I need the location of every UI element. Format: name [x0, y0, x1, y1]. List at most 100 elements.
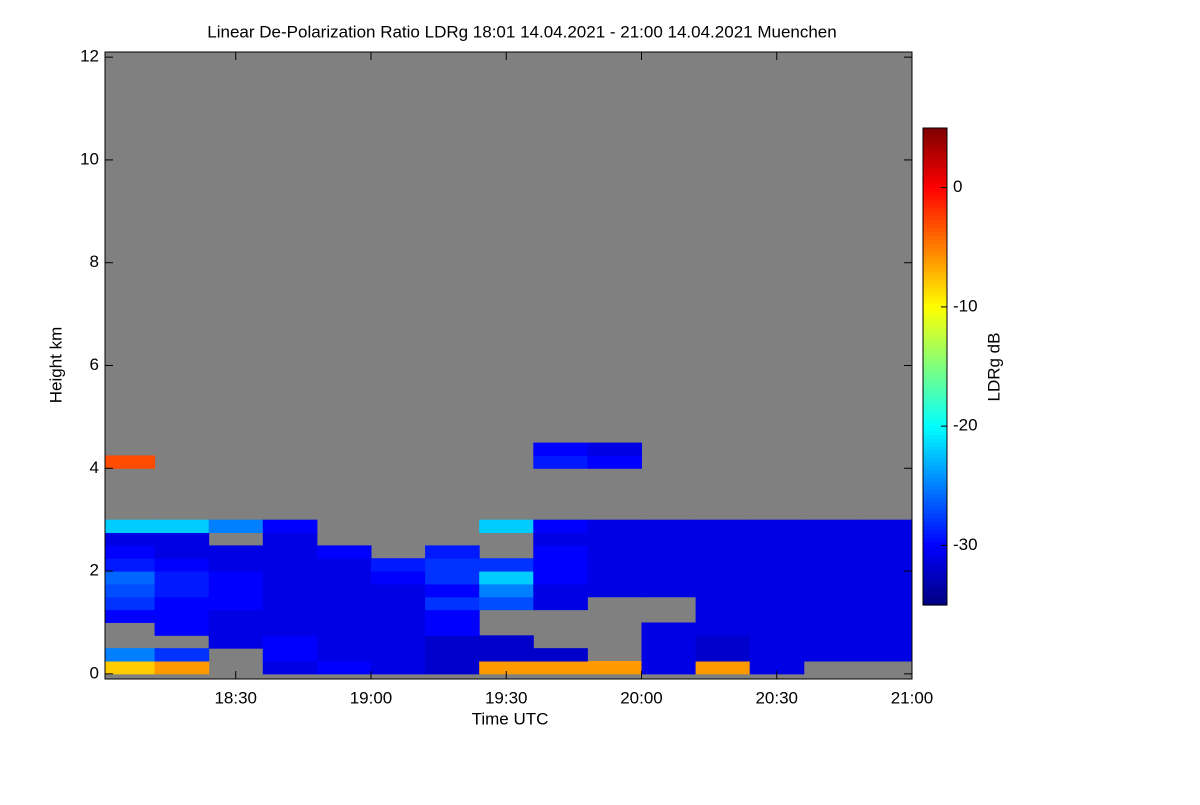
colorbar-step	[923, 287, 947, 292]
colorbar-step	[923, 394, 947, 399]
heatmap-cell	[641, 648, 697, 662]
colorbar-step	[923, 338, 947, 344]
heatmap-cell	[105, 455, 156, 469]
y-tick-label: 6	[90, 355, 99, 374]
colorbar-step	[923, 386, 947, 391]
heatmap-cell	[154, 545, 210, 559]
colorbar-step	[923, 279, 947, 284]
colorbar-step	[923, 601, 947, 606]
heatmap-cell	[857, 558, 912, 572]
heatmap-cell	[857, 532, 912, 546]
colorbar-step	[923, 179, 947, 185]
heatmap-cell	[370, 648, 426, 662]
heatmap-cell	[803, 558, 859, 572]
heatmap-cell	[262, 558, 318, 572]
heatmap-cell	[370, 583, 426, 598]
x-tick-label: 20:30	[755, 688, 798, 707]
heatmap-cell	[154, 648, 210, 662]
colorbar-step	[923, 541, 947, 546]
heatmap-cell	[262, 622, 318, 636]
colorbar-step	[923, 569, 947, 574]
heatmap-cell	[316, 622, 372, 636]
colorbar-step	[923, 302, 947, 308]
heatmap-cell	[533, 661, 588, 675]
colorbar-step	[923, 497, 947, 503]
colorbar-step	[923, 231, 947, 236]
colorbar-step	[923, 577, 947, 582]
x-axis-label: Time UTC	[472, 709, 549, 728]
heatmap-cell	[695, 545, 751, 559]
heatmap-cell	[695, 532, 751, 546]
colorbar-step	[923, 481, 947, 487]
heatmap-cell	[105, 661, 156, 675]
y-tick-label: 4	[90, 458, 99, 477]
heatmap-cell	[749, 519, 805, 534]
heatmap-cell	[695, 661, 751, 675]
colorbar-step	[923, 358, 947, 364]
heatmap-cell	[695, 571, 751, 585]
heatmap-cell	[749, 558, 805, 572]
colorbar-step	[923, 513, 947, 519]
heatmap-cell	[208, 583, 264, 598]
heatmap-cell	[262, 661, 318, 675]
x-tick-label: 18:30	[214, 688, 257, 707]
heatmap-cell	[425, 609, 480, 623]
heatmap-cell	[749, 583, 805, 598]
heatmap-cell	[479, 583, 534, 598]
colorbar-step	[923, 366, 947, 372]
colorbar-step	[923, 251, 947, 256]
colorbar-step	[923, 183, 947, 189]
colorbar-step	[923, 203, 947, 209]
colorbar-step	[923, 410, 947, 415]
heatmap-cell	[641, 519, 697, 534]
heatmap-cell	[749, 609, 805, 623]
heatmap-cell	[641, 661, 697, 675]
colorbar-step	[923, 135, 947, 141]
y-axis-label: Height km	[46, 327, 65, 404]
colorbar-step	[923, 318, 947, 324]
heatmap-cell	[154, 558, 210, 572]
chart-title: Linear De-Polarization Ratio LDRg 18:01 …	[207, 22, 836, 41]
colorbar-step	[923, 402, 947, 407]
heatmap-cell	[154, 609, 210, 623]
colorbar-step	[923, 215, 947, 221]
heatmap-cell	[695, 648, 751, 662]
heatmap-cell	[533, 596, 588, 611]
colorbar-tick-label: 0	[953, 177, 962, 196]
heatmap-cell	[208, 545, 264, 559]
heatmap-cell	[316, 571, 372, 585]
heatmap-cell	[316, 583, 372, 598]
colorbar-step	[923, 128, 947, 133]
heatmap-cell	[425, 635, 480, 649]
heatmap-cell	[425, 558, 480, 572]
colorbar-step	[923, 334, 947, 340]
colorbar-step	[923, 529, 947, 535]
colorbar-step	[923, 350, 947, 356]
colorbar-step	[923, 195, 947, 201]
colorbar-step	[923, 453, 947, 459]
colorbar-tick-label: -30	[953, 535, 978, 554]
colorbar-step	[923, 573, 947, 578]
colorbar-step	[923, 310, 947, 316]
heatmap-cell	[208, 571, 264, 585]
heatmap-cell	[857, 545, 912, 559]
heatmap-cell	[641, 622, 697, 636]
heatmap-cell	[208, 609, 264, 623]
heatmap-cell	[749, 532, 805, 546]
heatmap-cell	[425, 571, 480, 585]
heatmap-cell	[262, 596, 318, 611]
heatmap-cell	[857, 622, 912, 636]
heatmap-cell	[262, 571, 318, 585]
heatmap-cell	[587, 661, 642, 675]
heatmap-cell	[749, 596, 805, 611]
heatmap-cell	[370, 558, 426, 572]
colorbar-step	[923, 167, 947, 173]
heatmap-cell	[479, 571, 534, 585]
colorbar-step	[923, 143, 947, 149]
colorbar-step	[923, 187, 947, 193]
colorbar-step	[923, 131, 947, 137]
y-tick-label: 2	[90, 561, 99, 580]
heatmap-cell	[695, 596, 751, 611]
heatmap-cell	[695, 635, 751, 649]
colorbar-step	[923, 589, 947, 594]
